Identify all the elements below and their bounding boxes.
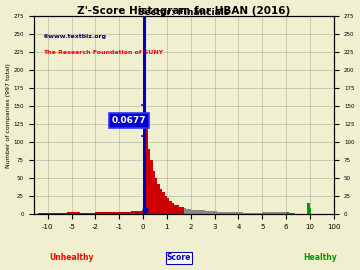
- Bar: [150, 160, 153, 214]
- Bar: [193, 210, 195, 214]
- Bar: [286, 212, 289, 214]
- Bar: [119, 212, 131, 214]
- Bar: [217, 212, 219, 214]
- Bar: [198, 210, 200, 214]
- Bar: [203, 210, 205, 214]
- Bar: [231, 212, 234, 214]
- Bar: [80, 213, 87, 214]
- Bar: [176, 205, 179, 214]
- Bar: [229, 212, 231, 214]
- Bar: [87, 213, 95, 214]
- Bar: [215, 211, 217, 214]
- Bar: [67, 212, 72, 214]
- Bar: [172, 203, 174, 214]
- Bar: [62, 213, 67, 214]
- Text: Healthy: Healthy: [303, 253, 337, 262]
- Bar: [184, 208, 186, 214]
- Text: ©www.textbiz.org: ©www.textbiz.org: [42, 34, 107, 39]
- Bar: [200, 210, 203, 214]
- Bar: [212, 211, 215, 214]
- Bar: [72, 212, 80, 214]
- Bar: [179, 207, 181, 214]
- Bar: [307, 203, 310, 214]
- Bar: [289, 213, 295, 214]
- Bar: [169, 201, 172, 214]
- Bar: [107, 212, 119, 214]
- Bar: [224, 212, 226, 214]
- Bar: [274, 212, 286, 214]
- Bar: [131, 211, 143, 214]
- Bar: [145, 120, 148, 214]
- Bar: [243, 213, 250, 214]
- Bar: [157, 184, 160, 214]
- Bar: [262, 212, 274, 214]
- Bar: [174, 205, 176, 214]
- Text: Score: Score: [167, 253, 191, 262]
- Y-axis label: Number of companies (997 total): Number of companies (997 total): [5, 63, 10, 168]
- Bar: [57, 213, 62, 214]
- Text: The Research Foundation of SUNY: The Research Foundation of SUNY: [42, 50, 163, 55]
- Title: Z'-Score Histogram for HBAN (2016): Z'-Score Histogram for HBAN (2016): [77, 6, 291, 16]
- Bar: [238, 212, 243, 214]
- Bar: [205, 211, 207, 214]
- Bar: [186, 209, 188, 214]
- Bar: [236, 212, 238, 214]
- Bar: [155, 178, 157, 214]
- Bar: [181, 207, 184, 214]
- Bar: [188, 209, 191, 214]
- Bar: [219, 212, 222, 214]
- Bar: [162, 192, 165, 214]
- Bar: [167, 198, 169, 214]
- Bar: [210, 211, 212, 214]
- Bar: [95, 212, 107, 214]
- Bar: [191, 210, 193, 214]
- Bar: [207, 211, 210, 214]
- Bar: [250, 213, 262, 214]
- Text: 0.0677: 0.0677: [112, 116, 146, 125]
- Bar: [153, 171, 155, 214]
- Bar: [48, 213, 53, 214]
- Text: Sector: Financials: Sector: Financials: [138, 8, 230, 17]
- Bar: [222, 212, 224, 214]
- Bar: [38, 213, 43, 214]
- Bar: [226, 212, 229, 214]
- Bar: [53, 213, 57, 214]
- Text: Unhealthy: Unhealthy: [49, 253, 94, 262]
- Bar: [143, 16, 145, 214]
- Bar: [195, 210, 198, 214]
- Bar: [148, 149, 150, 214]
- Bar: [234, 212, 236, 214]
- Bar: [43, 213, 48, 214]
- Bar: [165, 196, 167, 214]
- Bar: [160, 189, 162, 214]
